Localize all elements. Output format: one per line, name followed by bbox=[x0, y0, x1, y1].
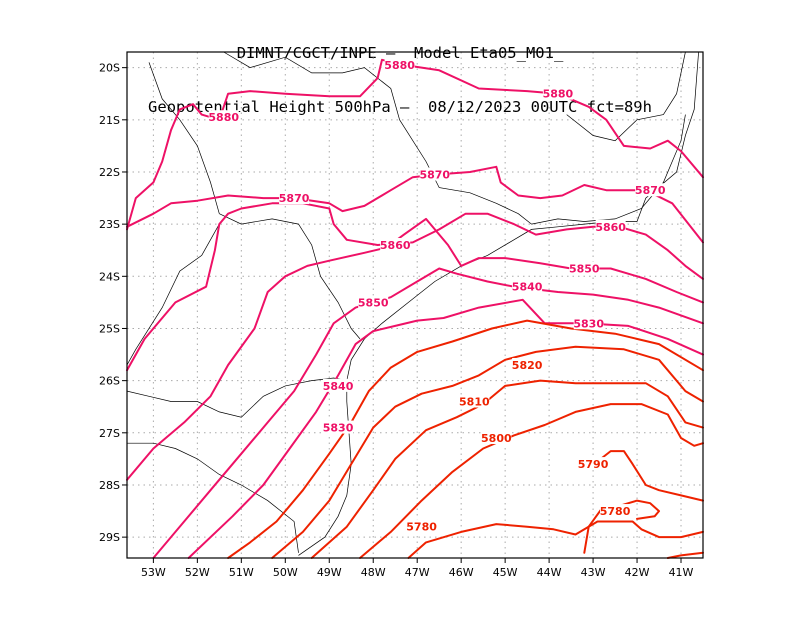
border-line bbox=[298, 51, 699, 556]
title-line-1: DIMNT/CGCT/INPE – Model Eta05_M01_ bbox=[236, 44, 564, 62]
contour-label-bg bbox=[279, 191, 310, 205]
border-line bbox=[223, 51, 532, 225]
lon-tick-label: 53W bbox=[141, 566, 166, 579]
contour-5790 bbox=[596, 450, 704, 502]
lon-tick-label: 41W bbox=[669, 566, 694, 579]
contour-label: 5790 bbox=[578, 458, 609, 471]
contour-label: 5870 bbox=[419, 169, 450, 182]
contour-label-bg bbox=[573, 316, 604, 330]
border-line bbox=[566, 51, 686, 142]
map-frame bbox=[126, 51, 704, 559]
lat-tick-label: 21S bbox=[99, 114, 120, 127]
contour-5820 bbox=[227, 319, 704, 559]
contour-label: 5850 bbox=[569, 262, 600, 275]
contour-label: 5830 bbox=[323, 422, 354, 435]
contour-label: 5860 bbox=[380, 239, 411, 252]
lon-tick-label: 43W bbox=[581, 566, 606, 579]
contour-label-bg bbox=[384, 58, 415, 72]
contour-label: 5840 bbox=[323, 380, 354, 393]
lat-tick-label: 25S bbox=[99, 322, 120, 335]
contour-label-bg bbox=[600, 504, 631, 518]
contour-label-bg bbox=[380, 238, 411, 252]
contour-label: 5780 bbox=[406, 521, 437, 534]
lon-tick-label: 46W bbox=[449, 566, 474, 579]
border-line bbox=[126, 223, 220, 366]
lat-tick-label: 22S bbox=[99, 166, 120, 179]
lon-tick-label: 44W bbox=[537, 566, 562, 579]
contour-label-bg bbox=[358, 295, 389, 309]
axis-ticks: 53W 52W 51W 50W 49W 48W 47W 46W 45W 44W 43W 42W 41W 2… bbox=[99, 62, 694, 579]
contour-label-bg bbox=[569, 261, 600, 275]
contour-label: 5780 bbox=[600, 505, 631, 518]
lat-tick-label: 26S bbox=[99, 375, 120, 388]
contour-label: 5880 bbox=[543, 88, 574, 101]
contour-5810 bbox=[271, 345, 704, 559]
contour-lines bbox=[126, 58, 704, 559]
contour-label: 5840 bbox=[512, 281, 543, 294]
border-line bbox=[531, 114, 686, 225]
contour-label: 5860 bbox=[595, 221, 626, 234]
contour-label: 5850 bbox=[358, 296, 389, 309]
lat-tick-label: 27S bbox=[99, 427, 120, 440]
lat-tick-label: 20S bbox=[99, 62, 120, 75]
lon-tick-label: 48W bbox=[361, 566, 386, 579]
contour-5780 bbox=[407, 520, 704, 559]
lat-tick-label: 29S bbox=[99, 531, 120, 544]
contour-label: 5830 bbox=[573, 317, 604, 330]
lat-tick-label: 24S bbox=[99, 270, 120, 283]
contour-label-bg bbox=[512, 279, 543, 293]
border-line bbox=[148, 62, 220, 214]
contour-label: 5880 bbox=[384, 59, 415, 72]
contour-label-bg bbox=[635, 183, 666, 197]
border-line bbox=[127, 442, 299, 553]
contour-label-bg bbox=[406, 519, 437, 533]
contour-label-bg bbox=[323, 378, 354, 392]
contour-label-bg bbox=[512, 357, 543, 371]
contour-label-bg bbox=[323, 420, 354, 434]
contour-label-bg bbox=[419, 167, 450, 181]
contour-label: 5870 bbox=[279, 192, 310, 205]
lon-tick-label: 47W bbox=[405, 566, 430, 579]
lon-tick-label: 49W bbox=[317, 566, 342, 579]
contour-5780 bbox=[583, 499, 660, 554]
contour-label-bg bbox=[481, 431, 512, 445]
contour-label-bg bbox=[542, 86, 573, 100]
contour-label-bg bbox=[595, 219, 626, 233]
contour-5830 bbox=[187, 298, 704, 559]
title-line-2: Geopotential Height 500hPa – 08/12/2023 … bbox=[148, 98, 652, 116]
contour-label-bg bbox=[208, 110, 239, 124]
contour-5840 bbox=[152, 267, 704, 559]
lat-tick-label: 23S bbox=[99, 218, 120, 231]
contour-5790 bbox=[359, 403, 704, 559]
lon-tick-label: 42W bbox=[625, 566, 650, 579]
border-line bbox=[126, 377, 347, 418]
state-borders bbox=[126, 51, 699, 556]
contour-labels: 5880 5880 5880 5870 5870 5870 5860 5860 5850 5850… bbox=[208, 58, 666, 534]
contour-5770 bbox=[666, 551, 704, 559]
map-title: DIMNT/CGCT/INPE – Model Eta05_M01_ Geopo… bbox=[0, 8, 800, 134]
contour-label: 5820 bbox=[512, 359, 543, 372]
contour-5880 bbox=[126, 58, 704, 231]
contour-label-bg bbox=[578, 457, 609, 471]
contour-label-bg bbox=[459, 394, 490, 408]
contour-label: 5880 bbox=[208, 111, 239, 124]
lon-tick-label: 51W bbox=[229, 566, 254, 579]
lon-tick-label: 52W bbox=[185, 566, 210, 579]
contour-label: 5810 bbox=[459, 396, 490, 409]
border-line bbox=[219, 213, 361, 340]
grid-lines bbox=[127, 52, 703, 558]
lat-tick-label: 28S bbox=[99, 479, 120, 492]
contour-5800 bbox=[310, 379, 704, 559]
lon-tick-label: 50W bbox=[273, 566, 298, 579]
lon-tick-label: 45W bbox=[493, 566, 518, 579]
contour-label: 5870 bbox=[635, 184, 666, 197]
contour-label: 5800 bbox=[481, 432, 512, 445]
